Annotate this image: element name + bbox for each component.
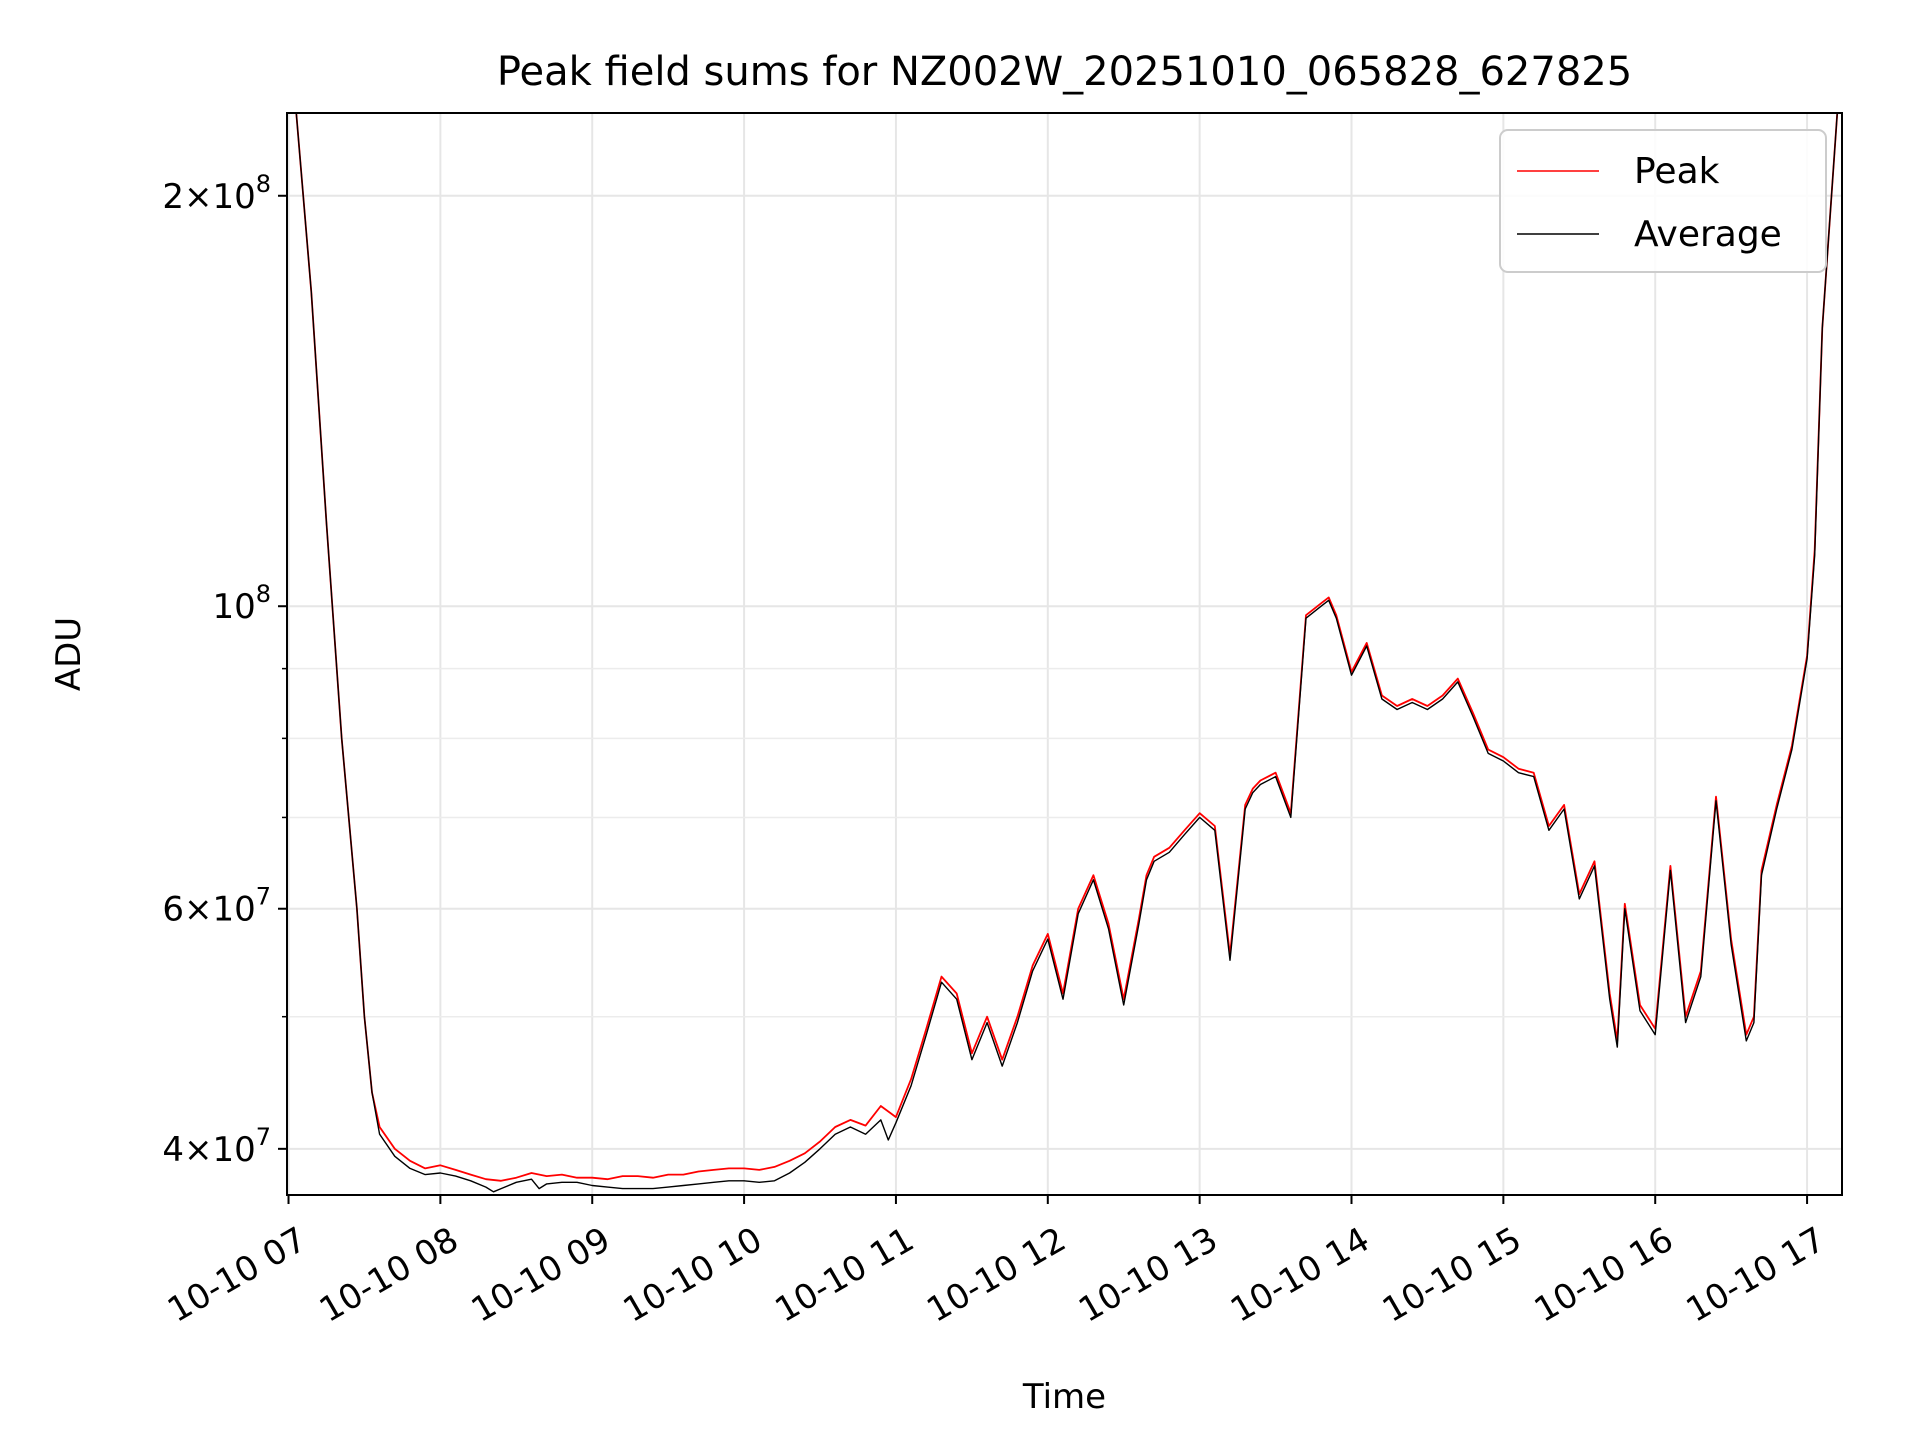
average-series-line xyxy=(295,113,1838,1193)
y-tick-label: 108 xyxy=(212,580,271,627)
y-tick-exponent: 8 xyxy=(256,170,271,198)
plot-series xyxy=(295,113,1839,1193)
y-tick-base: 10 xyxy=(212,1130,255,1170)
y-axis-label: ADU xyxy=(49,617,89,691)
y-tick-times-sign: × xyxy=(184,1130,213,1170)
y-tick-exponent: 8 xyxy=(256,580,271,608)
legend-box xyxy=(1499,129,1827,273)
y-tick-exponent: 7 xyxy=(256,1123,271,1151)
y-tick-base: 10 xyxy=(212,890,255,930)
y-tick-mantissa: 6 xyxy=(162,890,184,930)
legend-average-label: Average xyxy=(1634,214,1782,255)
y-tick-times-sign: × xyxy=(184,890,213,930)
y-tick-mantissa: 2 xyxy=(162,177,184,217)
chart-title: Peak field sums for NZ002W_20251010_0658… xyxy=(497,49,1632,95)
legend: Peak Average xyxy=(1499,129,1827,273)
y-tick-base: 10 xyxy=(212,177,255,217)
legend-peak-label: Peak xyxy=(1634,151,1720,192)
x-axis-label: Time xyxy=(1022,1377,1106,1417)
y-tick-label: 6×107 xyxy=(162,883,271,930)
y-tick-exponent: 7 xyxy=(256,883,271,911)
y-tick-label: 4×107 xyxy=(162,1123,271,1170)
plot-area-frame xyxy=(286,112,1843,1196)
y-tick-label: 2×108 xyxy=(162,170,271,217)
y-tick-times-sign: × xyxy=(184,177,213,217)
y-tick-mantissa: 4 xyxy=(162,1130,184,1170)
y-tick-base: 10 xyxy=(212,587,255,627)
